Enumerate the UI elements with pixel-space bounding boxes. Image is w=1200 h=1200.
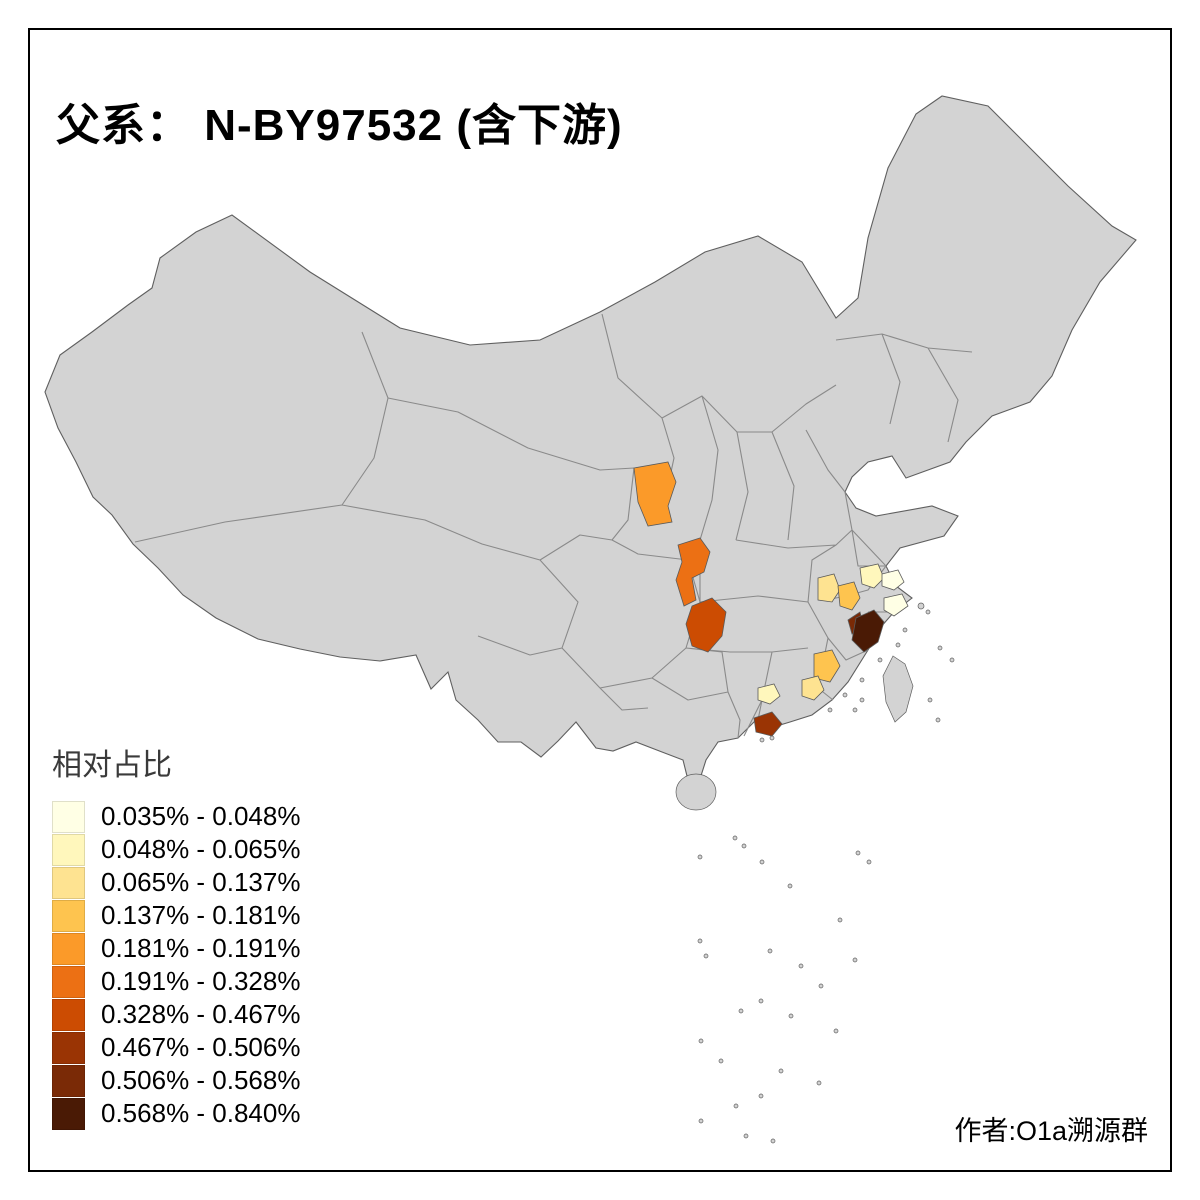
legend-swatch [52, 1097, 85, 1130]
legend-label: 0.568% - 0.840% [101, 1098, 301, 1128]
legend-swatch [52, 1064, 85, 1097]
hainan-island [675, 773, 717, 811]
legend-item: 0.191% - 0.328% [52, 965, 300, 998]
legend-item: 0.181% - 0.191% [52, 932, 300, 965]
map-region [801, 675, 825, 701]
legend-item: 0.065% - 0.137% [52, 866, 300, 899]
map-region [859, 563, 885, 589]
legend-label: 0.065% - 0.137% [101, 867, 301, 897]
map-region [817, 573, 841, 603]
legend-label: 0.191% - 0.328% [101, 966, 301, 996]
legend-item: 0.137% - 0.181% [52, 899, 300, 932]
legend-swatch [52, 1031, 85, 1064]
map-region [675, 537, 711, 607]
legend-title: 相对占比 [52, 749, 172, 782]
map-region [837, 581, 861, 611]
legend-item: 0.048% - 0.065% [52, 833, 300, 866]
map-region [685, 597, 727, 653]
map-region [813, 649, 841, 683]
legend-items: 0.035% - 0.048% 0.048% - 0.065% 0.065% - 0… [52, 800, 300, 1130]
legend-item: 0.568% - 0.840% [52, 1097, 300, 1130]
legend-item: 0.035% - 0.048% [52, 800, 300, 833]
map-region [633, 461, 677, 527]
legend-item: 0.467% - 0.506% [52, 1031, 300, 1064]
sea-islands [697, 602, 955, 1144]
legend-swatch [52, 800, 85, 833]
legend-item: 0.328% - 0.467% [52, 998, 300, 1031]
legend-label: 0.137% - 0.181% [101, 900, 301, 930]
legend-item: 0.506% - 0.568% [52, 1064, 300, 1097]
taiwan-island [882, 655, 914, 723]
legend-swatch [52, 965, 85, 998]
legend-label: 0.328% - 0.467% [101, 999, 301, 1029]
map-region [883, 593, 909, 617]
credit: 作者:O1a溯源群 [954, 1116, 1148, 1146]
legend-swatch [52, 932, 85, 965]
map-region [851, 609, 885, 653]
legend-label: 0.467% - 0.506% [101, 1032, 301, 1062]
legend-swatch [52, 899, 85, 932]
legend-swatch [52, 998, 85, 1031]
mainland-outline [44, 95, 1137, 783]
legend-label: 0.048% - 0.065% [101, 834, 301, 864]
map-region [757, 683, 781, 705]
legend: 相对占比 0.035% - 0.048% 0.048% - 0.065% 0.065… [52, 740, 300, 1130]
map-region [753, 711, 783, 737]
legend-label: 0.506% - 0.568% [101, 1065, 301, 1095]
legend-label: 0.035% - 0.048% [101, 801, 301, 831]
page-title: 父系： N-BY97532 (含下游) [56, 101, 623, 151]
legend-label: 0.181% - 0.191% [101, 933, 301, 963]
map-region [881, 569, 905, 591]
legend-swatch [52, 833, 85, 866]
legend-swatch [52, 866, 85, 899]
